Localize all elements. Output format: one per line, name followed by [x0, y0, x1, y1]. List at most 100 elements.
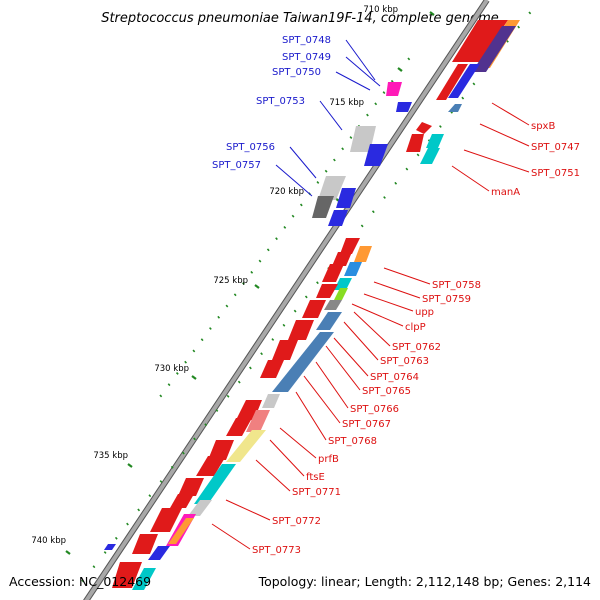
gene-block — [112, 562, 142, 588]
leader-line — [275, 164, 313, 197]
gene-block — [170, 494, 194, 508]
scale-tick-outer — [204, 423, 208, 427]
gene-block — [196, 456, 226, 476]
gene-block — [334, 288, 348, 300]
gene-label-reverse: SPT_0772 — [272, 516, 321, 527]
gene-label-forward: SPT_0749 — [282, 52, 331, 63]
leader-line — [279, 427, 317, 459]
scale-tick-inner — [209, 327, 212, 330]
genome-backbone — [83, 0, 490, 600]
scale-tick-outer — [472, 82, 476, 86]
leader-line — [353, 311, 391, 347]
scale-label: 735 kbp — [93, 451, 128, 461]
gene-block — [364, 144, 388, 166]
scale-tick-outer — [170, 465, 174, 469]
gene-block — [208, 440, 234, 460]
gene-block — [318, 176, 346, 200]
scale-tick-inner — [349, 136, 353, 139]
gene-block — [420, 148, 440, 164]
label-leader-lines — [211, 39, 530, 550]
scale-major-tick — [254, 284, 260, 289]
gene-block — [472, 26, 516, 72]
scale-tick-inner — [407, 57, 411, 61]
gene-block — [148, 546, 170, 560]
gene-label-reverse: SPT_0773 — [252, 545, 301, 556]
scale-tick-inner — [283, 225, 287, 229]
leader-line — [315, 361, 349, 409]
gene-block — [396, 102, 412, 112]
scale-tick-outer — [126, 522, 129, 526]
scale-tick-inner — [275, 237, 278, 241]
scale-tick-inner — [266, 248, 270, 252]
leader-line — [373, 281, 421, 299]
scale-tick-inner — [324, 169, 328, 173]
gene-block — [436, 64, 468, 100]
leader-line — [343, 321, 379, 361]
scale-tick-outer — [394, 181, 398, 185]
scale-tick-outer — [215, 409, 219, 412]
gene-label-reverse: SPT_0759 — [422, 294, 471, 305]
gene-block — [332, 252, 352, 266]
scale-label: 715 kbp — [329, 98, 364, 108]
leader-line — [491, 102, 530, 126]
gene-label-reverse: SPT_0766 — [350, 404, 399, 415]
gene-block — [426, 134, 444, 148]
scale-tick-inner — [159, 394, 163, 398]
gene-block — [316, 312, 342, 330]
gene-block — [178, 478, 204, 496]
scale-tick-inner — [382, 91, 386, 95]
gene-block — [448, 104, 462, 112]
scale-tick-outer — [181, 451, 185, 455]
scale-tick-inner — [316, 181, 320, 184]
scale-major-tick — [65, 550, 71, 555]
leader-line — [269, 439, 305, 477]
map-title: Streptococcus pneumoniae Taiwan19F-14, c… — [101, 11, 499, 26]
scale-major-tick — [397, 67, 403, 72]
scale-label: 740 kbp — [31, 536, 66, 546]
gene-spxB-block — [452, 20, 508, 62]
gene-block — [386, 82, 402, 96]
leader-line — [345, 56, 381, 87]
leader-line — [351, 303, 404, 327]
gene-block — [226, 430, 266, 462]
scale-tick-inner — [299, 203, 303, 207]
gene-label-reverse: manA — [491, 187, 520, 198]
scale-label: 730 kbp — [154, 364, 189, 374]
leader-line — [319, 100, 343, 131]
gene-block — [132, 568, 156, 590]
scale-tick-outer — [528, 11, 532, 15]
leader-line — [383, 267, 431, 285]
gene-label-reverse: spxB — [531, 121, 555, 132]
gene-label-reverse: SPT_0747 — [531, 142, 580, 153]
scale-tick-outer — [439, 125, 442, 128]
gene-block — [194, 464, 236, 504]
leader-line — [325, 345, 361, 391]
scale-major-tick — [429, 11, 435, 16]
gene-block — [312, 196, 334, 218]
gene-label-reverse: SPT_0751 — [531, 168, 580, 179]
scale-tick-outer — [383, 196, 386, 199]
gene-block — [350, 126, 376, 152]
gene-label-forward: SPT_0757 — [212, 160, 261, 171]
gene-block — [354, 246, 372, 262]
scale-tick-outer — [92, 565, 96, 569]
gene-label-reverse: SPT_0758 — [432, 280, 481, 291]
leader-line — [303, 375, 341, 424]
gene-label-reverse: SPT_0765 — [362, 386, 411, 397]
leader-line — [451, 165, 490, 192]
leader-line — [333, 337, 369, 377]
scale-tick-inner — [250, 270, 254, 274]
gene-block — [334, 278, 352, 290]
scale-tick-outer — [193, 437, 196, 441]
gene-label-reverse: SPT_0764 — [370, 372, 419, 383]
gene-block — [262, 394, 280, 408]
gene-block — [344, 262, 362, 276]
gene-block — [132, 534, 158, 554]
scale-label: 725 kbp — [213, 276, 248, 286]
gene-block — [324, 300, 342, 310]
leader-line — [225, 499, 271, 521]
accession-text: Accession: NC_012469 — [9, 574, 151, 589]
gene-label-reverse: upp — [415, 307, 434, 318]
gene-label-reverse: SPT_0767 — [342, 419, 391, 430]
